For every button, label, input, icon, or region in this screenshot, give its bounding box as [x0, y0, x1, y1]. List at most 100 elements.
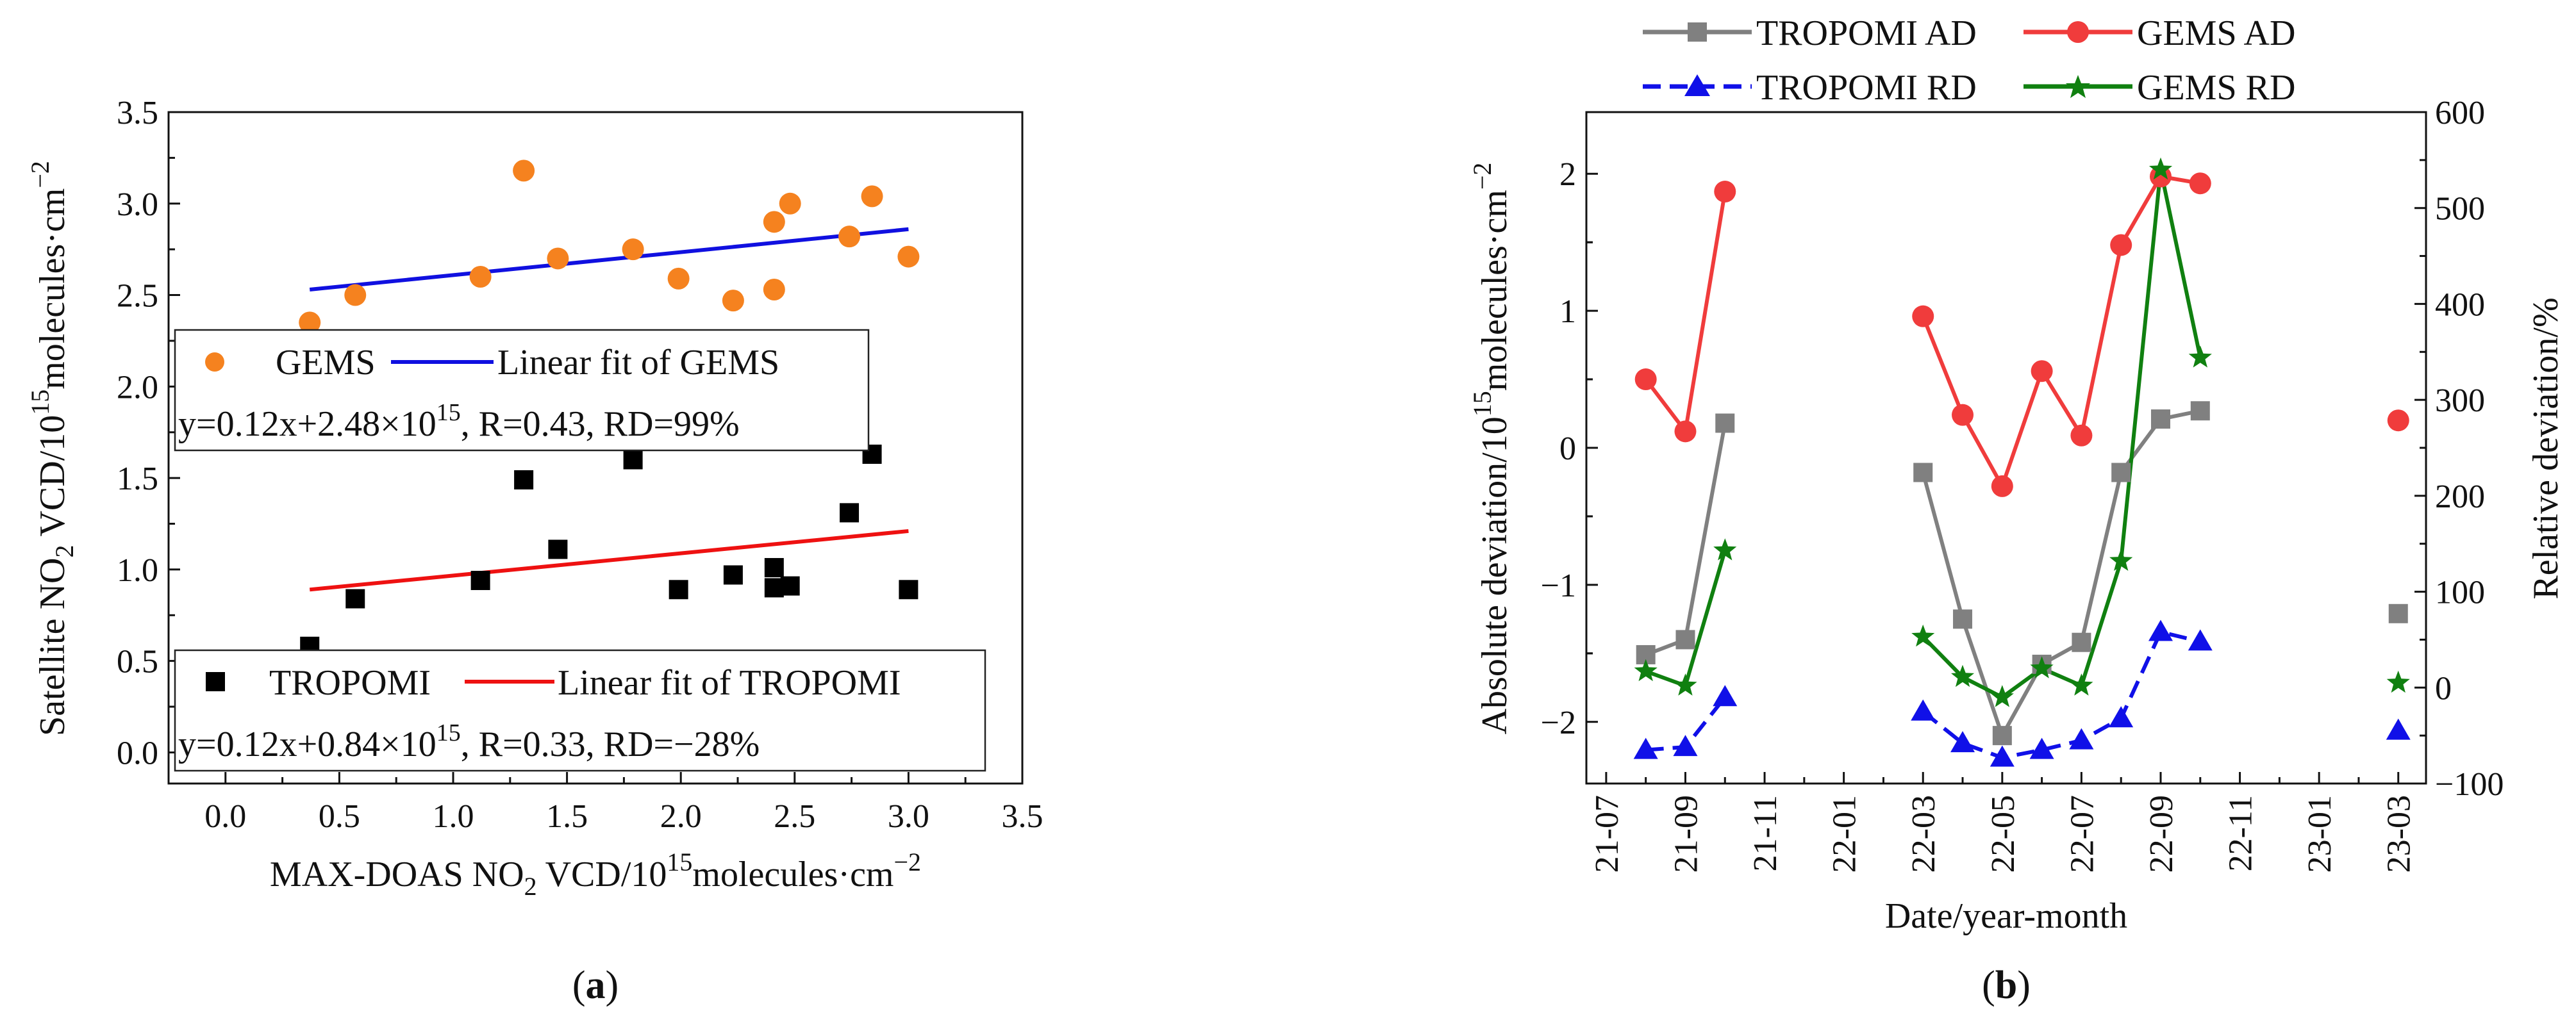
a-y-tick-label: 2.5 — [117, 278, 158, 315]
tropomi-ad-point — [2072, 632, 2091, 652]
panel-a-ticks — [167, 111, 1024, 784]
panel-a-letter: a — [586, 964, 606, 1007]
tropomi-rd-point — [1673, 735, 1698, 757]
panel-b-label: (b) — [1982, 964, 2031, 1007]
tropomi-rd-point — [2148, 620, 2173, 641]
gems-rd-point — [2030, 656, 2054, 678]
gems-point — [513, 160, 535, 182]
tropomi-point — [780, 576, 800, 596]
legend-gems-box — [174, 329, 870, 452]
tropomi-rd-point — [1633, 737, 1658, 759]
tropomi-fit-equation: y=0.12x+0.84×1015, R=0.33, RD=−28% — [178, 719, 760, 764]
tropomi-rd-point — [1713, 685, 1738, 707]
a-x-tick-label: 3.5 — [1002, 798, 1043, 835]
gems-ad-point — [2070, 424, 2093, 447]
b-right-y-tick-label: 200 — [2435, 479, 2485, 515]
tropomi-ad-point — [1675, 630, 1695, 650]
a-y-tick-label: 3.5 — [117, 95, 158, 131]
tropomi-fit-line — [309, 529, 909, 592]
legend-gems-fit-label: Linear fit of GEMS — [497, 343, 779, 382]
legend-tropomi-box — [174, 649, 986, 772]
b-right-y-tick-label: 0 — [2435, 670, 2452, 707]
a-y-tick-label: 1.0 — [117, 552, 158, 589]
panel-a-y-axis-title: Satellite NO2 VCD/1015molecules·cm−2 — [26, 161, 79, 736]
tropomi-ad-line — [1645, 422, 1727, 657]
gems-fit-line — [309, 227, 909, 291]
legend-tropomi-fit-label: Linear fit of TROPOMI — [558, 663, 901, 703]
legend-tropomi-label: TROPOMI — [269, 663, 431, 703]
panel-a-plot-frame — [167, 111, 1024, 785]
gems-rd-point — [1634, 659, 1658, 682]
tropomi-ad-point — [2388, 603, 2408, 623]
legend-gems: GEMS Linear fit of GEMS y=0.12x+2.48×101… — [174, 329, 870, 452]
b-left-y-tick-label: 0 — [1559, 431, 1576, 467]
gems-rd-line — [1645, 550, 1727, 688]
legend-tropomi-ad: TROPOMI AD — [1643, 13, 1977, 53]
tropomi-point — [623, 450, 643, 470]
a-ylabel-part3: molecules·cm — [33, 188, 72, 390]
legend-tropomi-rd-label: TROPOMI RD — [1756, 68, 1977, 108]
a-ylabel-part1: Satellite NO — [33, 558, 72, 736]
tropomi-rd-point — [2188, 629, 2213, 651]
legend-gems-marker — [205, 352, 224, 372]
gems-point — [547, 247, 569, 270]
tropomi-ad-point — [1953, 609, 1973, 629]
a-xlabel-sup: 15 — [667, 848, 692, 876]
gems-rd-point — [2070, 673, 2093, 696]
a-x-tick-label: 0.5 — [319, 798, 360, 835]
panel-b-left-y-axis-title: Absolute deviation/1015molecules·cm−2 — [1468, 163, 1515, 735]
tropomi-ad-point — [1913, 463, 1933, 482]
tropomi-point — [840, 503, 860, 523]
tropomi-rd-point — [2069, 728, 2094, 750]
panel-b-letter: b — [1995, 964, 2017, 1007]
panel-b-ticks — [1586, 111, 2426, 785]
gems-rd-point — [2188, 345, 2212, 368]
legend-gems-ad-marker — [2067, 21, 2089, 43]
gems-point — [622, 238, 644, 261]
gems-point — [897, 245, 920, 268]
gems-eq-stats: , R=0.43, RD=99% — [461, 404, 740, 444]
tropomi-point — [723, 565, 743, 585]
gems-ad-point — [1952, 404, 1974, 426]
gems-ad-point — [1991, 475, 2013, 497]
tropomi-point — [470, 571, 490, 591]
a-xlabel-part3: molecules·cm — [692, 855, 893, 894]
panel-a-x-axis-title: MAX-DOAS NO2 VCD/1015molecules·cm−2 — [270, 848, 921, 901]
tropomi-eq-exponent: 15 — [436, 719, 461, 746]
tropomi-ad-point — [2111, 463, 2131, 482]
tropomi-point — [345, 589, 365, 609]
tropomi-point — [514, 470, 534, 489]
a-x-tick-label: 2.5 — [774, 798, 815, 835]
gems-point — [469, 266, 492, 288]
b-left-y-tick-label: −1 — [1541, 568, 1576, 604]
gems-ad-point — [2149, 165, 2172, 188]
a-ylabel-sup: 15 — [26, 390, 54, 415]
tropomi-point — [899, 580, 918, 600]
legend-tropomi-rd-marker — [1684, 74, 1710, 96]
gems-rd-point — [1951, 664, 1975, 687]
gems-eq-exponent: 15 — [436, 399, 461, 426]
panel-a-scatter-chart: 0.0 0.5 1.0 1.5 2.0 2.5 3.0 3.5 0.0 0.5 1.0 1.5 2.0 2… — [26, 95, 1043, 1007]
gems-ad-point — [2031, 360, 2053, 382]
gems-point — [763, 211, 785, 233]
panel-a-label: (a) — [572, 964, 619, 1007]
legend-gems-ad-label: GEMS AD — [2137, 13, 2295, 53]
panel-b-x-axis-title: Date/year-month — [1885, 896, 2127, 936]
b-right-y-tick-label: 100 — [2435, 575, 2485, 611]
a-y-tick-label: 0.0 — [117, 735, 158, 771]
panel-b-right-y-axis-title: Relative deviation/% — [2526, 297, 2566, 599]
tropomi-rd-point — [1911, 699, 1936, 721]
panel-b-line-chart: 21-07 21-09 21-11 22-01 22-03 22-05 22-07 22-09… — [1468, 13, 2566, 1007]
b-x-tick-label: 22-11 — [2223, 795, 2259, 871]
legend-tropomi-marker — [206, 672, 225, 691]
a-x-tick-label: 3.0 — [888, 798, 929, 835]
gems-point — [861, 185, 883, 208]
gems-ad-point — [2387, 409, 2409, 432]
a-x-tick-label: 1.0 — [433, 798, 474, 835]
gems-fit-equation: y=0.12x+2.48×1015, R=0.43, RD=99% — [178, 399, 740, 444]
a-y-tick-label: 0.5 — [117, 644, 158, 680]
panel-a-fit-lines — [309, 227, 909, 592]
b-ylabel-part2: molecules·cm — [1475, 190, 1515, 391]
a-x-tick-label: 1.5 — [546, 798, 588, 835]
a-ylabel-sub: 2 — [50, 545, 79, 558]
